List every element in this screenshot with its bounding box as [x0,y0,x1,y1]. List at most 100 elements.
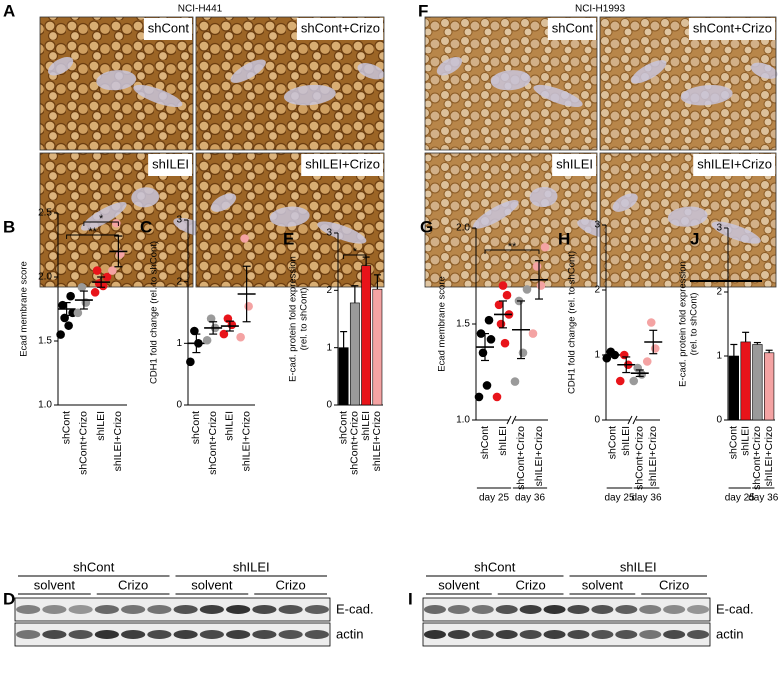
y-axis-label: Ecad membrane score [437,276,448,372]
y-tick-label: 2 [176,276,182,287]
band [495,605,518,614]
band [687,630,710,639]
image-label: shILEI+Crizo [305,156,380,171]
panel-letter: F [418,1,428,20]
stroma [317,221,367,244]
stroma [131,187,160,208]
band [495,630,518,639]
image-frame [195,152,385,288]
band [226,605,251,614]
data-point [496,319,506,329]
significance-bracket [83,221,119,226]
image-label: shCont [148,20,190,35]
data-point [66,291,75,301]
treatment-label: solvent [582,577,624,592]
y-tick-label: 1 [326,342,332,353]
band [567,605,590,614]
band [615,605,638,614]
significance-label: ** [508,241,517,253]
image-label: shCont [552,20,594,35]
y-tick-label: 2 [594,285,600,296]
category-label: shILEI+Crizo [371,411,383,472]
band [252,605,277,614]
stroma [612,193,638,212]
category-label: shILEI [95,411,107,441]
panel-letter: G [420,217,433,236]
stroma [133,84,183,108]
band [447,630,470,639]
label-bg [688,18,775,40]
data-point [602,353,612,363]
band [519,630,542,639]
treatment-label: solvent [34,577,76,592]
axis-break-gap [630,417,636,423]
data-point [486,335,496,344]
band [278,630,303,639]
band [121,605,146,614]
band [42,630,67,639]
stroma [631,60,667,84]
band [68,630,93,639]
image-label: shILEI+Crizo [697,156,772,171]
y-axis-label: E-cad. protein fold expression [288,256,299,382]
band [94,605,119,614]
axis-break [632,415,638,425]
category-label: shCont [728,426,740,459]
band [147,605,172,614]
band [519,605,542,614]
band [639,605,662,614]
category-label: shCont+Crizo [634,426,646,490]
group-label: day 36 [748,493,778,504]
band [663,605,686,614]
y-tick-label: 3 [716,223,722,234]
significance-bracket [484,249,540,254]
y-axis-label: CDH1 fold change (rel. to shCont) [149,241,160,384]
data-point [206,314,216,323]
band [615,630,638,639]
data-point [619,350,629,360]
label-bg [143,18,192,40]
data-point [494,300,504,310]
band [199,630,224,639]
category-label: shCont+Crizo [751,426,763,490]
image-frame [599,152,777,288]
y-axis-label: E-cad. protein fold expression [678,261,689,387]
data-point [642,357,652,366]
band [278,605,303,614]
stroma [680,84,733,106]
stroma [473,200,519,229]
data-point [500,338,510,348]
band [423,605,446,614]
band [471,605,494,614]
band [304,630,329,639]
data-point [56,330,65,339]
data-point [202,335,212,345]
stroma [283,84,336,106]
stroma [750,62,778,79]
row-label: E-cad. [716,601,754,616]
category-label: shCont [337,411,349,444]
image-frame [39,152,194,288]
bar [361,265,372,406]
treatment-label: Crizo [515,577,545,592]
image-frame [39,16,194,151]
y-tick-label: 0 [716,415,722,426]
data-point [240,234,249,243]
treatment-label: Crizo [275,577,305,592]
panel-letter: A [3,1,15,20]
panel-letter: E [283,229,294,248]
row-label: E-cad. [336,601,374,616]
data-point [528,329,538,338]
group-label: shCont [73,559,115,574]
row-label: actin [336,626,363,641]
category-label: shCont+Crizo [207,411,219,475]
treatment-label: Crizo [118,577,148,592]
stroma [357,63,385,80]
bar [764,352,775,421]
y-tick-label: 1 [594,350,600,361]
band [591,605,614,614]
group-label: day 25 [725,493,755,504]
group-label: shILEI [620,559,657,574]
